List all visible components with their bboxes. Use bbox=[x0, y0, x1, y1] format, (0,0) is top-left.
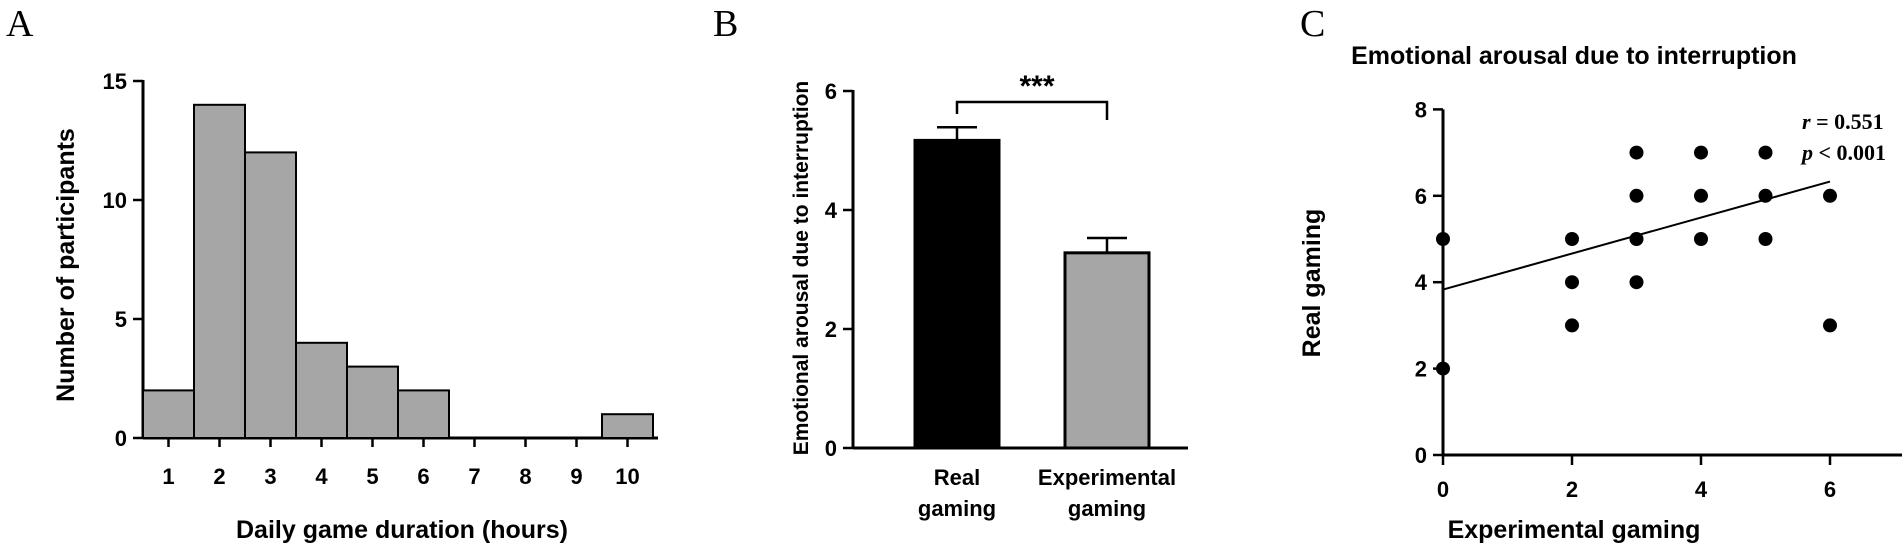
stat-p: p < 0.001 bbox=[1800, 140, 1886, 165]
bar bbox=[1063, 251, 1151, 450]
histogram-x-axis-title: Daily game duration (hours) bbox=[236, 516, 568, 544]
histogram-x-tick-label: 3 bbox=[264, 464, 276, 489]
histogram-y-tick-label: 15 bbox=[103, 69, 127, 94]
significance-label: *** bbox=[1019, 70, 1054, 103]
bar-panel: Real gaming Experimental gaming 0 2 4 6 bbox=[825, 79, 1188, 521]
histogram-bar bbox=[142, 389, 195, 439]
histogram-y-tick-label: 0 bbox=[115, 426, 127, 451]
scatter-point bbox=[1565, 232, 1579, 246]
histogram-panel: 1 2 3 4 5 6 7 8 9 10 0 5 10 15 bbox=[103, 69, 658, 489]
scatter-point bbox=[1694, 188, 1708, 203]
scatter-x-tick-label: 6 bbox=[1824, 477, 1836, 502]
stat-r: r = 0.551 bbox=[1802, 109, 1884, 134]
bar-y-tick-label: 2 bbox=[825, 317, 837, 342]
scatter-point bbox=[1758, 145, 1773, 160]
scatter-point bbox=[1823, 188, 1837, 203]
panel-letter-b: B bbox=[713, 3, 738, 45]
bar-category-label: gaming bbox=[918, 496, 996, 521]
stat-r-symbol: r bbox=[1802, 109, 1811, 134]
histogram-y-axis-title: Number of participants bbox=[52, 128, 80, 402]
scatter-point bbox=[1629, 188, 1644, 203]
histogram-x-tick-label: 4 bbox=[315, 464, 328, 489]
bar-category-label: gaming bbox=[1068, 496, 1146, 521]
scatter-point bbox=[1629, 145, 1644, 160]
bar-y-axis-title: Emotional arousal due to interruption bbox=[790, 81, 813, 456]
scatter-point bbox=[1694, 145, 1708, 160]
histogram-bar bbox=[397, 389, 450, 439]
bar-category-label: Experimental bbox=[1038, 465, 1176, 490]
histogram-x-tick-label: 8 bbox=[519, 464, 531, 489]
scatter-point bbox=[1694, 232, 1708, 246]
histogram-x-tick-label: 2 bbox=[213, 464, 225, 489]
stat-p-value: < 0.001 bbox=[1813, 140, 1886, 165]
significance-bracket bbox=[955, 100, 1109, 120]
histogram-y-tick-label: 10 bbox=[103, 188, 127, 213]
scatter-point bbox=[1758, 188, 1773, 203]
scatter-panel: 0246802468 bbox=[1415, 97, 1902, 502]
scatter-point bbox=[1565, 275, 1579, 290]
scatter-point bbox=[1565, 318, 1579, 333]
histogram-x-tick-label: 1 bbox=[162, 464, 174, 489]
scatter-point bbox=[1629, 232, 1644, 246]
histogram-x-tick-label: 9 bbox=[570, 464, 582, 489]
scatter-x-tick-label: 2 bbox=[1566, 477, 1578, 502]
scatter-point bbox=[1758, 232, 1773, 246]
histogram-x-tick-label: 6 bbox=[417, 464, 429, 489]
histogram-bar bbox=[244, 151, 297, 439]
bar-y-tick-label: 4 bbox=[825, 198, 838, 223]
scatter-y-tick-label: 4 bbox=[1415, 270, 1428, 295]
scatter-x-tick-label: 0 bbox=[1437, 477, 1449, 502]
scatter-y-axis-title: Real gaming bbox=[1298, 209, 1326, 358]
scatter-y-tick-label: 2 bbox=[1415, 357, 1427, 382]
histogram-bar bbox=[346, 365, 399, 440]
histogram-y-tick-label: 5 bbox=[115, 307, 127, 332]
bar-y-tick-label: 6 bbox=[825, 79, 837, 104]
scatter-y-tick-label: 8 bbox=[1415, 97, 1427, 122]
histogram-x-tick-label: 10 bbox=[615, 464, 639, 489]
bar bbox=[913, 138, 1001, 450]
bar-category-label: Real bbox=[934, 465, 980, 490]
histogram-bar bbox=[193, 103, 246, 440]
scatter-point bbox=[1629, 275, 1644, 290]
scatter-x-axis-title: Experimental gaming bbox=[1448, 516, 1701, 544]
scatter-point bbox=[1823, 318, 1837, 333]
scatter-x-tick-label: 4 bbox=[1695, 477, 1708, 502]
scatter-y-tick-label: 0 bbox=[1415, 443, 1427, 468]
panel-letter-a: A bbox=[6, 3, 34, 45]
stat-r-value: = 0.551 bbox=[1811, 109, 1884, 134]
scatter-title: Emotional arousal due to interruption bbox=[1351, 42, 1797, 70]
scatter-point bbox=[1436, 361, 1450, 376]
panel-letter-c: C bbox=[1300, 3, 1325, 45]
histogram-bar bbox=[295, 341, 348, 439]
scatter-point bbox=[1436, 232, 1450, 246]
histogram-x-tick-label: 5 bbox=[366, 464, 378, 489]
histogram-x-tick-label: 7 bbox=[468, 464, 480, 489]
histogram-bar bbox=[601, 413, 654, 440]
stat-p-symbol: p bbox=[1800, 140, 1813, 165]
bar-y-tick-label: 0 bbox=[825, 436, 837, 461]
scatter-y-tick-label: 6 bbox=[1415, 184, 1427, 209]
